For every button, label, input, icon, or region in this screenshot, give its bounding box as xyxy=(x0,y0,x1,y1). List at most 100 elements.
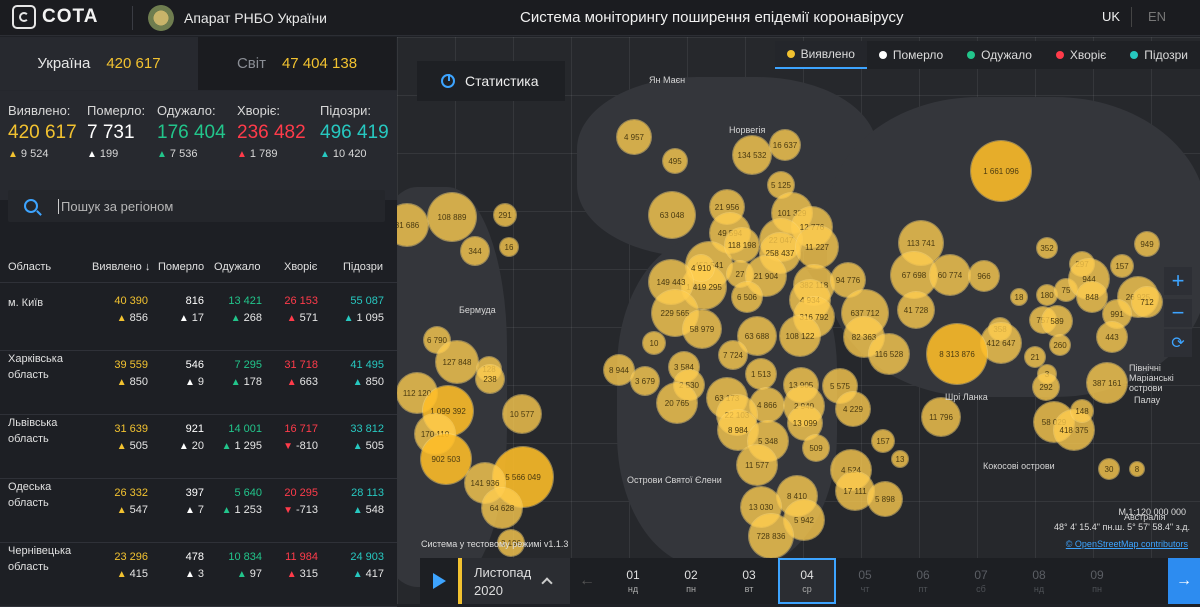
col-region[interactable]: Область xyxy=(8,261,52,273)
map-bubble[interactable]: 64 628 xyxy=(482,488,522,528)
map-bubble[interactable]: 17 111 xyxy=(836,472,874,510)
map-bubble[interactable]: 16 637 xyxy=(770,130,800,160)
map-bubble[interactable]: 13 099 xyxy=(788,406,822,440)
day-02[interactable]: 02 пн xyxy=(662,558,720,604)
prev-day-button[interactable]: ← xyxy=(570,558,604,604)
legend-item[interactable]: Виявлено xyxy=(774,41,867,69)
map-bubble[interactable]: 260 xyxy=(1050,335,1070,355)
day-03[interactable]: 03 вт xyxy=(720,558,778,604)
map-bubble[interactable]: 63 048 xyxy=(649,192,695,238)
map-bubble[interactable]: 16 xyxy=(500,238,518,256)
map-bubble[interactable]: 509 xyxy=(803,435,829,461)
map-bubble[interactable]: 352 xyxy=(1037,238,1057,258)
table-row[interactable]: Львівська область 31 639 ▲ 505 921 ▲ 20 14 001 ▲… xyxy=(0,415,397,479)
next-day-button[interactable]: → xyxy=(1168,558,1200,604)
statistics-button[interactable]: Статистика xyxy=(417,61,565,101)
map-bubble[interactable]: 13 xyxy=(892,451,908,467)
map-bubble[interactable]: 3 679 xyxy=(631,367,659,395)
day-07[interactable]: 07 сб xyxy=(952,558,1010,604)
map-bubble[interactable]: 387 161 xyxy=(1087,363,1127,403)
map-bubble[interactable]: 11 796 xyxy=(922,398,960,436)
table-row[interactable]: м. Київ 40 390 ▲ 856 816 ▲ 17 13 421 ▲ 268 26 153 ▲… xyxy=(0,287,397,351)
legend-item[interactable]: Померло xyxy=(867,41,955,69)
map-bubble[interactable]: 30 xyxy=(1099,459,1119,479)
legend-item[interactable]: Підозри xyxy=(1118,41,1200,69)
map-bubble[interactable]: 20 765 xyxy=(657,383,697,423)
map-bubble[interactable]: 5 898 xyxy=(868,482,902,516)
month-select[interactable]: Листопад 2020 xyxy=(458,558,570,604)
map-bubble[interactable]: 495 xyxy=(663,149,687,173)
search-input[interactable] xyxy=(58,198,358,214)
day-04[interactable]: 04 ср xyxy=(778,558,836,604)
map-bubble[interactable]: 712 xyxy=(1132,287,1162,317)
refresh-icon[interactable]: ⟳ xyxy=(1164,329,1192,357)
legend-item[interactable]: Хворіє xyxy=(1044,41,1118,69)
map-bubble[interactable]: 118 198 xyxy=(725,228,759,262)
map-bubble[interactable]: 728 836 xyxy=(749,514,793,558)
map-bubble[interactable]: 1 661 096 xyxy=(971,141,1031,201)
col-detected[interactable]: Виявлено ↓ xyxy=(92,261,150,273)
map-bubble[interactable]: 134 532 xyxy=(733,136,771,174)
map-bubble[interactable]: 8 944 xyxy=(604,355,634,385)
map-bubble[interactable]: 4 957 xyxy=(617,120,651,154)
map-bubble[interactable]: 41 728 xyxy=(898,292,934,328)
logo[interactable]: COTA xyxy=(12,5,98,29)
map[interactable]: 4 957 495 134 532 16 637 21 956 5 125 1 661 09… xyxy=(397,37,1200,604)
col-suspected[interactable]: Підозри xyxy=(343,261,384,273)
table-row[interactable]: Харківська область 39 559 ▲ 850 546 ▲ 9 7 295 ▲ 1… xyxy=(0,351,397,415)
map-bubble[interactable]: 443 xyxy=(1097,322,1127,352)
map-bubble[interactable]: 11 227 xyxy=(796,226,838,268)
map-bubble[interactable]: 108 889 xyxy=(428,193,476,241)
map-bubble[interactable]: 949 xyxy=(1135,232,1159,256)
map-bubble[interactable]: 6 790 xyxy=(424,327,450,353)
map-bubble[interactable]: 344 xyxy=(461,237,489,265)
map-bubble[interactable]: 589 xyxy=(1042,306,1072,336)
map-bubble[interactable]: 148 xyxy=(1071,400,1093,422)
lang-en-button[interactable]: EN xyxy=(1148,9,1167,24)
day-05[interactable]: 05 чт xyxy=(836,558,894,604)
tab-ukraine[interactable]: Україна 420 617 xyxy=(0,37,198,90)
map-bubble[interactable]: 902 503 xyxy=(421,434,471,484)
day-09[interactable]: 09 пн xyxy=(1068,558,1126,604)
map-bubble[interactable]: 966 xyxy=(969,261,999,291)
map-bubble[interactable]: 7 724 xyxy=(719,341,747,369)
region-search[interactable] xyxy=(8,190,385,222)
col-recovered[interactable]: Одужало xyxy=(214,261,261,273)
map-bubble[interactable]: 67 698 xyxy=(891,252,937,298)
map-bubble[interactable]: 108 122 xyxy=(780,316,820,356)
map-bubble[interactable]: 10 xyxy=(643,332,665,354)
map-bubble[interactable]: 291 xyxy=(494,204,516,226)
tab-world[interactable]: Світ 47 404 138 xyxy=(198,37,396,90)
table-row[interactable]: Одеська область 26 332 ▲ 547 397 ▲ 7 5 640 ▲ 1 25… xyxy=(0,479,397,543)
zoom-in-button[interactable]: + xyxy=(1164,267,1192,295)
map-bubble[interactable]: 157 xyxy=(1111,255,1133,277)
map-bubble[interactable]: 11 577 xyxy=(737,445,777,485)
lang-uk-button[interactable]: UK xyxy=(1102,9,1121,24)
map-bubble[interactable]: 21 xyxy=(1025,347,1045,367)
map-bubble[interactable]: 157 xyxy=(872,430,894,452)
map-bubble[interactable]: 292 xyxy=(1033,374,1059,400)
map-bubble[interactable]: 127 848 xyxy=(436,341,478,383)
map-bubble[interactable]: 4 229 xyxy=(836,392,870,426)
map-bubble[interactable]: 116 528 xyxy=(869,334,909,374)
day-08[interactable]: 08 нд xyxy=(1010,558,1068,604)
day-01[interactable]: 01 нд xyxy=(604,558,662,604)
map-bubble[interactable]: 60 774 xyxy=(930,255,970,295)
map-bubble[interactable]: 1 513 xyxy=(746,359,776,389)
map-bubble[interactable]: 8 313 876 xyxy=(927,324,987,384)
map-bubble[interactable]: 180 xyxy=(1037,285,1057,305)
map-bubble[interactable]: 848 xyxy=(1077,282,1107,312)
osm-link[interactable]: © OpenStreetMap contributors xyxy=(1065,539,1188,549)
map-bubble[interactable]: 10 577 xyxy=(503,395,541,433)
map-bubble[interactable]: 18 xyxy=(1011,289,1027,305)
map-bubble[interactable]: 58 979 xyxy=(683,310,721,348)
play-button[interactable] xyxy=(420,558,458,604)
col-died[interactable]: Померло xyxy=(158,261,205,273)
map-bubble[interactable]: 238 xyxy=(476,365,504,393)
table-row[interactable]: Чернівецька область 23 296 ▲ 415 478 ▲ 3 10 834… xyxy=(0,543,397,607)
map-bubble[interactable]: 8 xyxy=(1130,462,1144,476)
zoom-out-button[interactable]: − xyxy=(1164,299,1192,327)
col-sick[interactable]: Хворіє xyxy=(284,261,318,273)
day-06[interactable]: 06 пт xyxy=(894,558,952,604)
legend-item[interactable]: Одужало xyxy=(955,41,1044,69)
